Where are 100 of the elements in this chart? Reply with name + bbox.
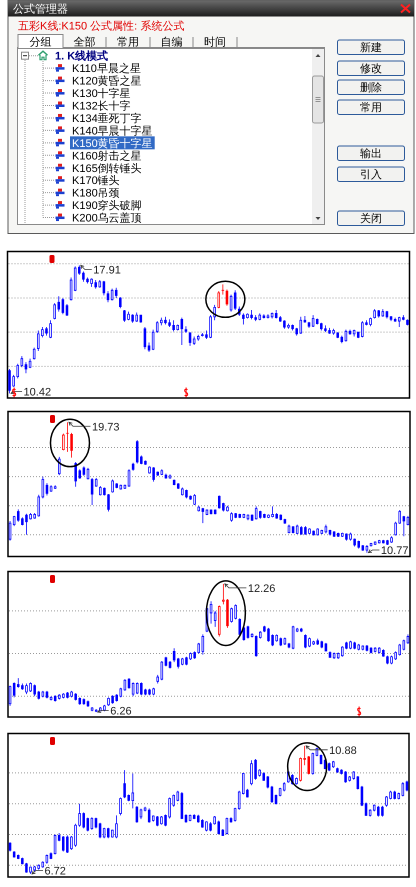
candlestick (308, 637, 311, 648)
candlestick (345, 532, 348, 542)
candlestick (390, 536, 393, 544)
candlestick (336, 767, 339, 774)
candlestick (90, 278, 93, 288)
category-label: K170锤头 (72, 175, 120, 188)
candlestick (344, 770, 347, 784)
candlestick (46, 690, 48, 699)
candlestick (168, 318, 171, 328)
candlestick (123, 770, 126, 799)
candlestick (328, 651, 332, 658)
button: 引入 (337, 166, 405, 182)
candlestick (82, 466, 86, 476)
candlestick (127, 311, 130, 321)
candlestick (197, 814, 200, 824)
candlestick (172, 479, 176, 486)
candlestick (135, 312, 138, 322)
candlestick (193, 494, 196, 506)
candlestick (370, 542, 372, 547)
candlestick (366, 644, 368, 652)
candlestick (230, 607, 233, 623)
annotation: 6.72 (44, 866, 66, 878)
candlestick (156, 320, 158, 334)
button: 常用 (337, 100, 405, 115)
candlestick (234, 604, 237, 620)
candlestick (234, 290, 236, 310)
candlestick (221, 284, 225, 295)
category-label: 时间 (204, 36, 226, 48)
candlestick (62, 836, 65, 852)
candlestick (362, 645, 364, 651)
candlestick (349, 640, 352, 650)
annotation: 10.88 (329, 744, 357, 757)
candlestick (267, 628, 270, 642)
candlestick (284, 637, 286, 646)
candlestick (102, 280, 106, 296)
candlestick (328, 762, 330, 772)
candlestick (202, 507, 204, 524)
candlestick (304, 526, 307, 536)
category-label: 分组 (30, 36, 52, 48)
candlestick (111, 694, 114, 704)
candlestick (58, 694, 61, 700)
candlestick (86, 467, 90, 480)
candlestick (390, 655, 393, 665)
candlestick (184, 326, 188, 334)
candlestick (144, 326, 146, 350)
candlestick (16, 508, 20, 522)
candlestick (42, 690, 44, 698)
candlestick (377, 805, 380, 818)
candlestick (25, 513, 28, 536)
candlestick (271, 506, 274, 518)
candlestick (132, 462, 134, 472)
candlestick (90, 478, 94, 506)
annotation: 10.42 (24, 386, 52, 398)
candlestick (172, 320, 175, 332)
candlestick (8, 368, 11, 394)
candlestick (300, 628, 303, 633)
candlestick (106, 290, 110, 303)
candlestick (341, 646, 344, 658)
candlestick (242, 312, 245, 325)
candlestick (168, 474, 172, 480)
candlestick (160, 660, 164, 681)
candlestick (70, 432, 73, 458)
candlestick (382, 648, 385, 658)
category-label: K130十字星 (72, 88, 131, 100)
category-label: 常用 (117, 36, 139, 48)
candlestick (390, 316, 392, 322)
button: 新建 (337, 40, 405, 55)
category-label: K200乌云盖顶 (72, 212, 142, 225)
candlestick (210, 600, 212, 624)
candlestick (115, 815, 118, 839)
candlestick (312, 530, 315, 536)
candlestick (102, 827, 106, 839)
candlestick (373, 308, 376, 319)
candlestick (37, 864, 40, 870)
candlestick (196, 334, 200, 342)
candlestick (226, 289, 228, 306)
candlestick (292, 526, 294, 534)
candlestick (352, 329, 356, 337)
annotation: 19.73 (92, 421, 120, 434)
candlestick (332, 760, 335, 768)
candlestick (246, 514, 250, 521)
candlestick (185, 489, 188, 499)
candlestick (226, 817, 228, 835)
candlestick (250, 310, 253, 320)
category-label: K132长十字 (72, 100, 131, 112)
candlestick (123, 310, 126, 322)
candlestick (148, 808, 150, 824)
category-label: K134垂死丁字 (72, 112, 142, 125)
button: 修改 (337, 60, 405, 76)
candlestick (70, 690, 73, 698)
candlestick (28, 358, 32, 368)
candlestick (300, 526, 303, 536)
candlestick (74, 462, 77, 488)
candlestick (362, 544, 364, 552)
candlestick (180, 792, 184, 820)
candlestick (275, 634, 278, 642)
candlestick (332, 652, 336, 660)
candlestick (406, 318, 409, 326)
candlestick (78, 696, 82, 706)
candlestick (386, 655, 389, 665)
